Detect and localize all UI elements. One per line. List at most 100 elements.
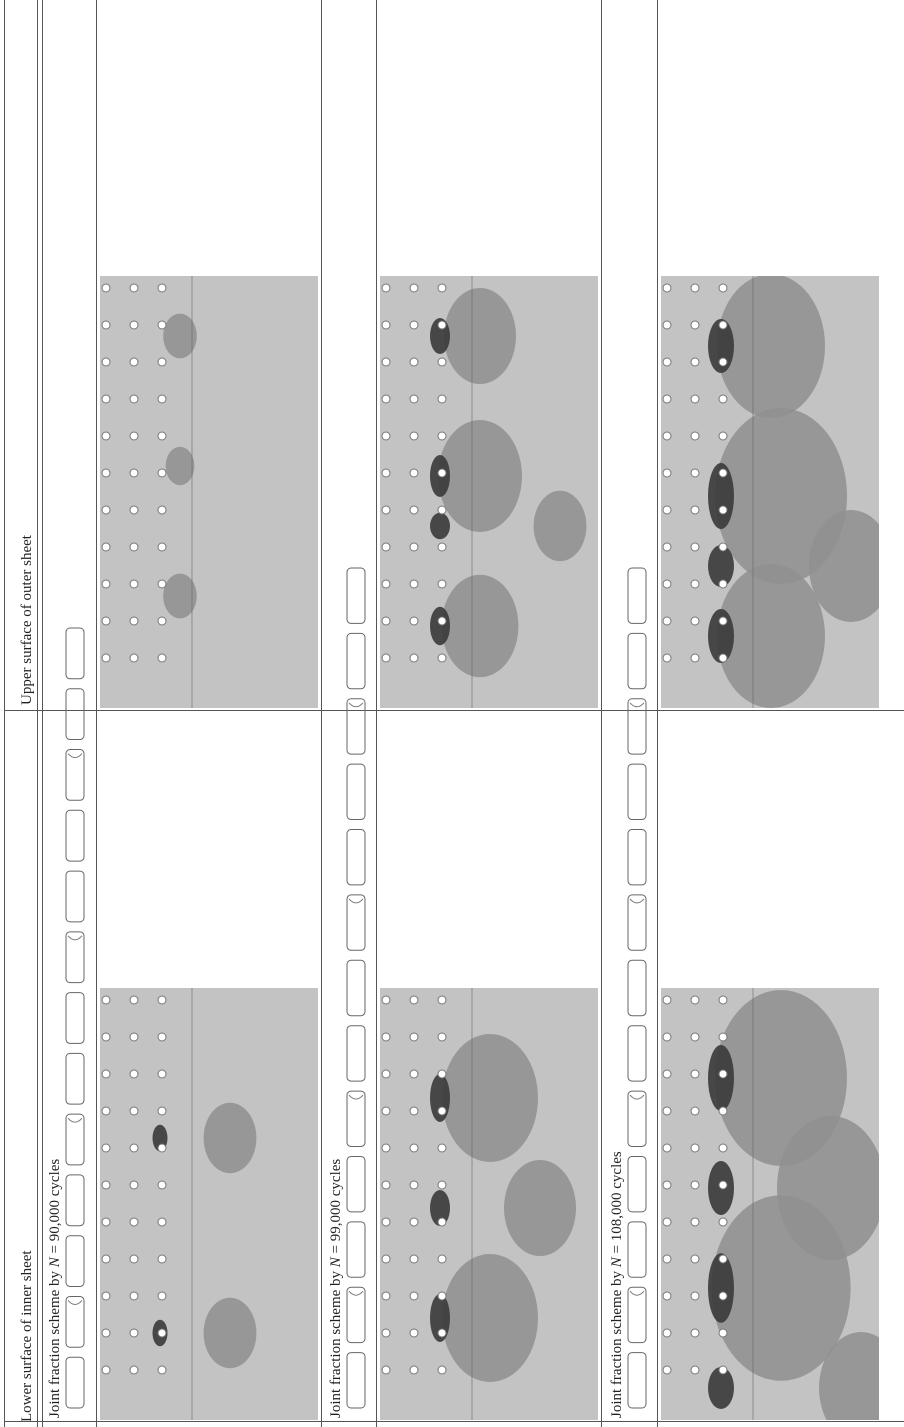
stress-lobe <box>203 1102 257 1174</box>
rivet-hole <box>129 1032 139 1042</box>
rivet-hole <box>101 1291 111 1301</box>
rivet-hole <box>662 995 672 1005</box>
rivet-hole <box>409 995 419 1005</box>
rivet-hole <box>662 1365 672 1375</box>
rivet-hole <box>157 1143 167 1153</box>
joint-scheme-strip-1 <box>65 627 85 1409</box>
rivet-hole <box>437 995 447 1005</box>
joint-scheme-icon <box>67 1117 83 1123</box>
rivet-hole <box>662 468 672 478</box>
rivet-hole <box>157 468 167 478</box>
damage-region <box>708 545 734 587</box>
rivet-hole <box>718 505 728 515</box>
joint-scheme-icon <box>627 1155 647 1213</box>
rivet-hole <box>409 431 419 441</box>
joint-scheme-icon <box>629 1094 645 1100</box>
rivet-hole <box>437 505 447 515</box>
rivet-hole <box>409 542 419 552</box>
joint-scheme-icon <box>67 753 83 759</box>
joint-scheme-icon <box>346 763 366 821</box>
joint-scheme-icon <box>65 870 85 923</box>
rivet-hole <box>437 1291 447 1301</box>
joint-scheme-icon <box>627 1286 647 1344</box>
joint-scheme-icon <box>65 1113 85 1166</box>
rivet-hole <box>157 1365 167 1375</box>
rivet-hole <box>381 431 391 441</box>
rivet-hole <box>690 431 700 441</box>
joint-scheme-icon <box>67 935 83 941</box>
rivet-hole <box>690 1032 700 1042</box>
rivet-hole <box>157 1069 167 1079</box>
rivet-hole <box>101 1254 111 1264</box>
rivet-hole <box>718 1032 728 1042</box>
joint-scheme-icon <box>629 898 645 904</box>
rivet-hole <box>662 283 672 293</box>
joint-scheme-icon <box>346 1025 366 1082</box>
joint-scheme-icon <box>65 749 85 801</box>
rivet-hole <box>690 1069 700 1079</box>
stress-lobe <box>717 564 825 708</box>
joint-scheme-icon <box>627 959 647 1017</box>
rivet-hole <box>129 1069 139 1079</box>
rivet-hole <box>690 283 700 293</box>
caption-var: N <box>609 1257 625 1268</box>
rivet-hole <box>662 1254 672 1264</box>
rivet-hole <box>437 320 447 330</box>
stress-lobe <box>533 490 587 562</box>
rivet-hole <box>409 1143 419 1153</box>
rivet-hole <box>437 394 447 404</box>
stress-lobe <box>809 510 879 622</box>
joint-scheme-icon <box>627 1025 647 1082</box>
rivet-hole <box>718 1180 728 1190</box>
panel-background <box>100 276 318 708</box>
rule-header-2 <box>42 0 43 1427</box>
stress-lobe <box>163 573 197 619</box>
rivet-hole <box>129 1106 139 1116</box>
rivet-hole <box>662 1328 672 1338</box>
rivet-hole <box>381 653 391 663</box>
rivet-hole <box>437 653 447 663</box>
rivet-hole <box>409 357 419 367</box>
rivet-hole <box>718 357 728 367</box>
rivet-hole <box>129 320 139 330</box>
joint-scheme-icon <box>629 1290 645 1296</box>
rivet-hole <box>157 320 167 330</box>
rule-column-divider <box>4 710 904 711</box>
rivet-hole <box>129 1365 139 1375</box>
rivet-hole <box>690 1143 700 1153</box>
rivet-hole <box>690 1328 700 1338</box>
caption-suffix: = 108,000 cycles <box>609 1151 625 1258</box>
rivet-hole <box>101 283 111 293</box>
rivet-hole <box>381 1217 391 1227</box>
stress-lobe <box>504 1160 576 1256</box>
rivet-hole <box>437 579 447 589</box>
rivet-hole <box>101 394 111 404</box>
panel-background <box>100 988 318 1420</box>
fracture-map-inner-90000 <box>100 988 318 1420</box>
joint-scheme-icon <box>65 1356 85 1409</box>
fracture-map-outer-90000 <box>100 276 318 708</box>
rivet-hole <box>129 1143 139 1153</box>
rivet-hole <box>129 653 139 663</box>
rivet-hole <box>718 1328 728 1338</box>
rivet-hole <box>129 1291 139 1301</box>
rivet-hole <box>157 542 167 552</box>
joint-scheme-icon <box>65 931 85 984</box>
rivet-hole <box>690 1180 700 1190</box>
caption-var: N <box>328 1257 344 1268</box>
rivet-hole <box>129 1180 139 1190</box>
joint-scheme-icon <box>627 763 647 821</box>
rivet-hole <box>129 505 139 515</box>
rivet-hole <box>101 1180 111 1190</box>
damage-region <box>430 1190 450 1226</box>
fracture-map-inner-99000 <box>380 988 598 1420</box>
rivet-hole <box>690 357 700 367</box>
rivet-hole <box>381 357 391 367</box>
rivet-hole <box>381 1291 391 1301</box>
damage-region <box>708 1367 734 1409</box>
damage-region <box>708 319 734 373</box>
rivet-hole <box>157 1106 167 1116</box>
rivet-hole <box>690 579 700 589</box>
rivet-hole <box>129 1328 139 1338</box>
column-header-outer: Upper surface of outer sheet <box>19 535 35 705</box>
